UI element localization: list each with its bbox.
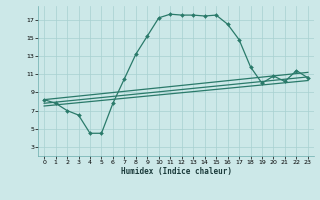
X-axis label: Humidex (Indice chaleur): Humidex (Indice chaleur) [121,167,231,176]
